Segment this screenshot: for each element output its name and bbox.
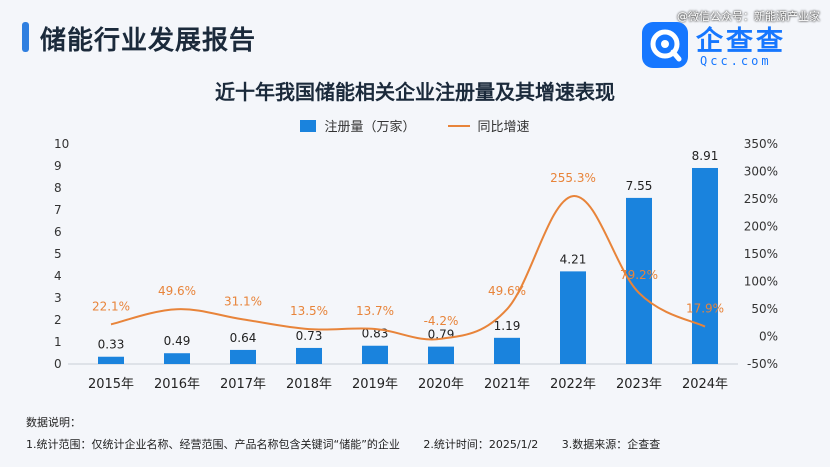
y-left-tick-label: 5 (54, 247, 62, 261)
bar (560, 271, 586, 364)
bar-value-label: 8.91 (692, 149, 719, 163)
brand-name-cn: 企查查 (696, 26, 786, 57)
legend-label-registrations: 注册量（万家） (324, 120, 416, 135)
bar (692, 167, 718, 364)
y-right-tick-label: 0% (759, 330, 778, 344)
y-right-tick-label: 300% (744, 165, 778, 179)
chart-legend: 注册量（万家） 同比增速 (0, 116, 830, 135)
growth-value-label: 49.6% (488, 284, 526, 298)
bar (98, 356, 124, 364)
report-title: 储能行业发展报告 (40, 26, 257, 56)
x-tick-label: 2023年 (616, 377, 662, 392)
bar-value-label: 0.49 (164, 334, 191, 348)
growth-value-label: 17.9% (686, 302, 724, 316)
growth-value-label: 13.7% (356, 304, 394, 318)
watermark-text: @微信公众号：新能源产业家 (677, 10, 820, 23)
y-right-tick-label: 250% (744, 192, 778, 206)
y-right-tick-label: 200% (744, 220, 778, 234)
legend-swatch-line (447, 124, 470, 127)
note-scope: 1.统计范围：仅统计企业名称、经营范围、产品名称包含关键词“储能”的企业 (26, 438, 400, 451)
y-left-tick-label: 6 (54, 225, 62, 239)
data-notes: 数据说明： 1.统计范围：仅统计企业名称、经营范围、产品名称包含关键词“储能”的… (26, 412, 680, 456)
bar (494, 337, 520, 364)
x-tick-label: 2020年 (418, 377, 464, 392)
legend-item-growth: 同比增速 (447, 116, 530, 135)
bar-value-label: 7.55 (626, 179, 653, 193)
y-left-tick-label: 0 (54, 357, 62, 371)
bar-value-label: 0.64 (230, 331, 257, 345)
title-accent-bar (22, 22, 29, 52)
x-tick-label: 2018年 (286, 377, 332, 392)
growth-value-label: 31.1% (224, 294, 262, 308)
note-source: 3.数据来源：企查查 (561, 438, 661, 451)
brand-logo: 企查查 Qcc.com (642, 22, 822, 72)
note-time: 2.统计时间：2025/1/2 (423, 438, 539, 451)
notes-heading: 数据说明： (26, 416, 81, 429)
bar-value-label: 0.33 (98, 338, 125, 352)
x-tick-label: 2024年 (682, 377, 728, 392)
growth-value-label: 79.2% (620, 268, 658, 282)
x-tick-label: 2015年 (88, 377, 134, 392)
legend-label-growth: 同比增速 (477, 120, 530, 135)
y-left-tick-label: 9 (54, 159, 62, 173)
y-right-tick-label: 150% (744, 247, 778, 261)
y-left-tick-label: 3 (54, 291, 62, 305)
brand-name-en: Qcc.com (700, 54, 772, 68)
bar-value-label: 1.19 (494, 319, 521, 333)
bar (362, 345, 388, 364)
growth-value-label: 13.5% (290, 304, 328, 318)
y-right-tick-label: 350% (744, 137, 778, 151)
brand-logo-icon (642, 22, 688, 68)
growth-value-label: -4.2% (424, 314, 459, 328)
growth-line (110, 195, 706, 341)
bar (428, 346, 454, 364)
legend-swatch-bar (300, 119, 317, 132)
bar (164, 353, 190, 364)
y-right-tick-label: 100% (744, 275, 778, 289)
y-left-tick-label: 1 (54, 335, 62, 349)
y-left-tick-label: 7 (54, 203, 62, 217)
x-tick-label: 2022年 (550, 377, 596, 392)
legend-item-registrations: 注册量（万家） (300, 116, 416, 135)
y-right-tick-label: 50% (751, 302, 778, 316)
bar-value-label: 0.73 (296, 329, 323, 343)
x-tick-label: 2019年 (352, 377, 398, 392)
y-left-tick-label: 4 (54, 269, 62, 283)
y-left-tick-label: 2 (54, 313, 62, 327)
y-left-tick-label: 8 (54, 181, 62, 195)
growth-value-label: 49.6% (158, 284, 196, 298)
x-tick-label: 2016年 (154, 377, 200, 392)
bar-value-label: 4.21 (560, 252, 587, 266)
notes-items: 1.统计范围：仅统计企业名称、经营范围、产品名称包含关键词“储能”的企业 2.统… (26, 434, 680, 456)
x-tick-label: 2017年 (220, 377, 266, 392)
x-tick-label: 2021年 (484, 377, 530, 392)
growth-value-label: 22.1% (92, 299, 130, 313)
bar (230, 349, 256, 364)
chart-title: 近十年我国储能相关企业注册量及其增速表现 (215, 80, 615, 104)
bar (296, 347, 322, 364)
growth-value-label: 255.3% (550, 171, 596, 185)
y-right-tick-label: -50% (747, 357, 778, 371)
y-left-tick-label: 10 (54, 137, 69, 151)
